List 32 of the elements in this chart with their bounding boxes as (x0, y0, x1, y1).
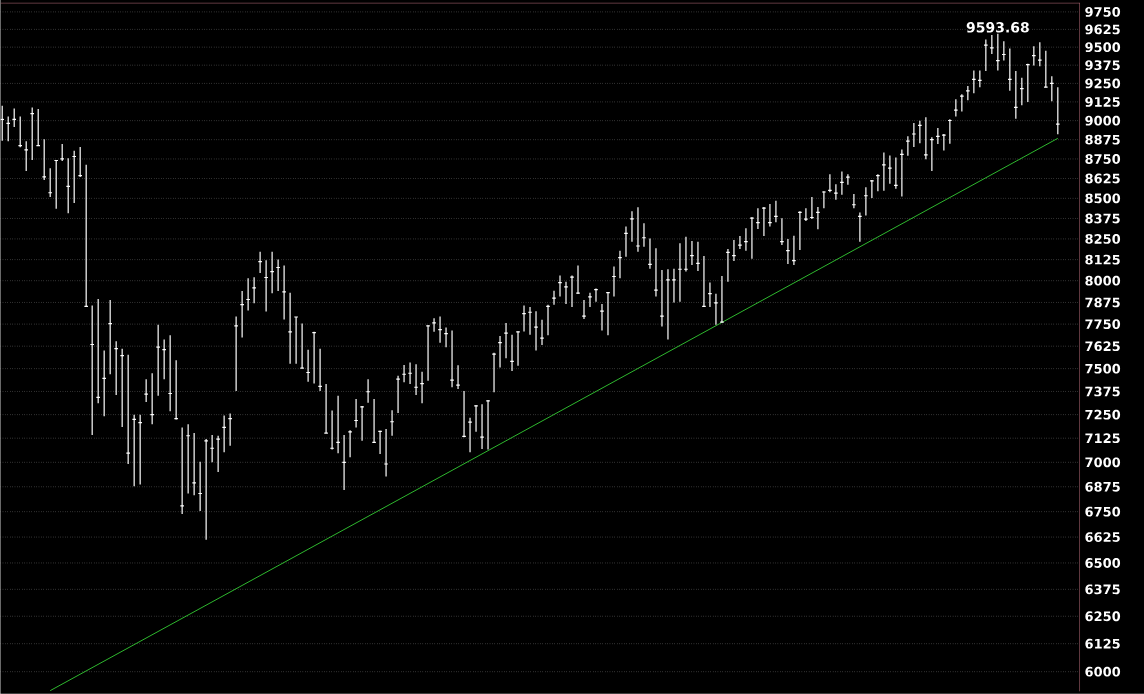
y-tick-label: 6500 (1085, 558, 1121, 569)
y-tick-label: 7625 (1085, 341, 1120, 352)
y-tick-label: 6000 (1085, 666, 1121, 677)
y-tick-label: 6250 (1085, 611, 1121, 622)
y-tick-label: 9000 (1085, 115, 1121, 126)
y-tick-label: 7375 (1085, 386, 1120, 397)
y-tick-label: 9500 (1085, 42, 1121, 53)
y-tick-label: 9125 (1085, 97, 1120, 107)
y-tick-label: 7750 (1085, 319, 1121, 330)
y-tick-label: 9750 (1085, 7, 1121, 17)
y-tick-label: 8500 (1085, 193, 1121, 204)
y-tick-label: 6750 (1085, 506, 1121, 517)
y-tick-label: 6125 (1085, 638, 1120, 649)
y-tick-label: 9625 (1085, 24, 1120, 35)
annotation: 9593.68 (966, 22, 1029, 33)
y-tick-label: 7500 (1085, 363, 1121, 374)
y-tick-label: 7125 (1085, 433, 1120, 444)
y-tick-label: 6625 (1085, 532, 1120, 543)
y-tick-label: 8750 (1085, 154, 1121, 165)
y-tick-label: 7250 (1085, 409, 1121, 420)
y-tick-label: 9250 (1085, 78, 1121, 89)
y-tick-label: 8875 (1085, 134, 1120, 145)
y-tick-label: 6875 (1085, 481, 1120, 492)
y-tick-label: 8375 (1085, 213, 1120, 224)
y-tick-label: 7875 (1085, 297, 1120, 308)
y-tick-label: 7000 (1085, 457, 1121, 468)
y-tick-label: 8125 (1085, 254, 1120, 265)
y-tick-label: 8250 (1085, 234, 1121, 244)
y-tick-label: 8000 (1085, 275, 1121, 286)
y-tick-label: 6375 (1085, 584, 1120, 595)
y-tick-label: 8625 (1085, 173, 1120, 184)
y-tick-label: 9375 (1085, 60, 1120, 71)
